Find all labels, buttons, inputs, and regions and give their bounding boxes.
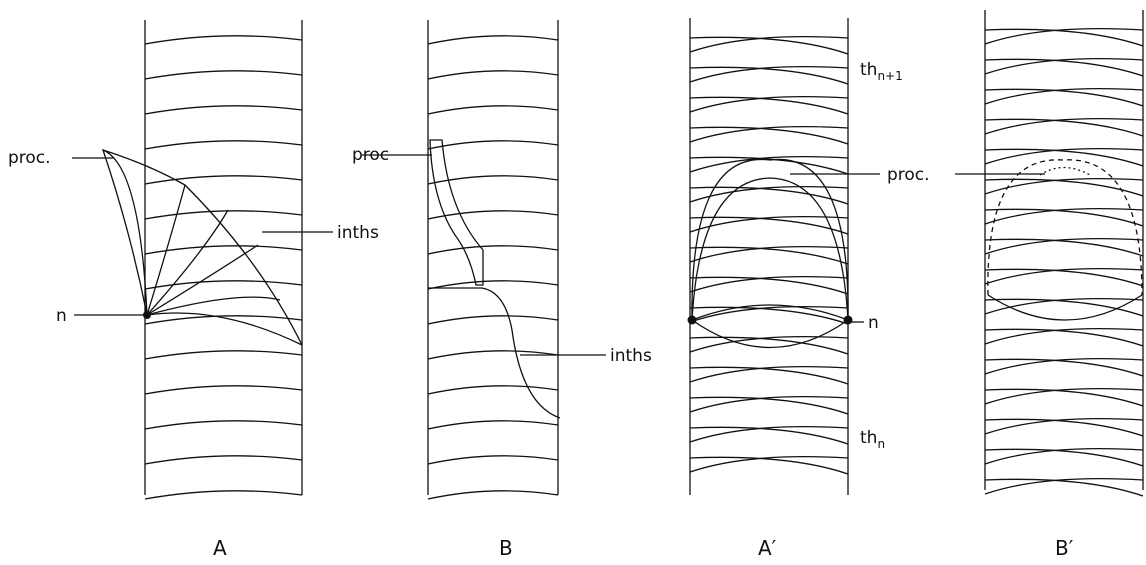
thread-line — [984, 268, 1144, 287]
thread-line — [144, 140, 303, 150]
thread-line — [427, 385, 559, 395]
thread-line — [427, 315, 559, 325]
annotation: n — [56, 306, 67, 326]
node — [843, 315, 853, 325]
thread-line — [689, 276, 849, 295]
thread-line — [984, 148, 1144, 167]
annotation: thn — [860, 428, 885, 451]
thread-line — [689, 66, 849, 85]
thread-line — [984, 358, 1144, 377]
thread-line — [144, 315, 303, 325]
thread-line — [689, 36, 849, 55]
thread-line — [984, 448, 1144, 467]
thread-line — [984, 178, 1144, 197]
thread-line — [984, 298, 1144, 317]
annotation: proc — [352, 145, 389, 165]
node — [687, 315, 697, 325]
panel-label: A′ — [758, 536, 777, 560]
thread-line — [427, 35, 559, 45]
thread-line — [427, 70, 559, 80]
annotation-text: th — [860, 428, 877, 448]
annotation: proc. — [8, 148, 51, 168]
inths-boundary — [691, 304, 849, 321]
thread-line — [984, 418, 1144, 437]
inths-boundary — [691, 319, 849, 349]
thread-line — [427, 420, 559, 430]
thread-line — [689, 246, 849, 265]
thread-line — [689, 396, 849, 415]
proc-region — [101, 148, 148, 316]
thread-line — [984, 28, 1144, 47]
thread-line — [427, 175, 559, 185]
panel-label: B′ — [1055, 536, 1074, 560]
thread-line — [689, 456, 849, 475]
thread-line — [689, 126, 849, 145]
thread-line — [984, 238, 1144, 257]
radial-lines — [146, 184, 303, 346]
thread-line — [427, 140, 559, 150]
thread-line — [427, 455, 559, 465]
thread-line — [427, 210, 559, 220]
thread-line — [689, 366, 849, 385]
thread-line — [144, 420, 303, 430]
annotation-text: th — [860, 60, 877, 80]
thread-line — [984, 208, 1144, 227]
thread-line — [144, 490, 303, 500]
thread-line — [144, 245, 303, 255]
thread-line — [427, 490, 559, 500]
inths-boundary — [987, 294, 1143, 321]
thread-line — [427, 245, 559, 255]
proc-region — [1039, 166, 1091, 176]
thread-line — [427, 105, 559, 115]
thread-line — [689, 426, 849, 445]
thread-line — [984, 388, 1144, 407]
thread-line — [427, 280, 559, 290]
thread-line — [144, 210, 303, 220]
annotation: inths — [610, 346, 652, 366]
thread-line — [144, 175, 303, 185]
annotation: inths — [337, 223, 379, 243]
drawing — [144, 10, 1144, 500]
thread-line — [144, 350, 303, 360]
proc-outline — [987, 159, 1143, 296]
annotation: proc. — [887, 165, 930, 185]
thread-line — [689, 216, 849, 235]
thread-line — [144, 385, 303, 395]
proc-region — [691, 158, 849, 321]
annotation-subscript: n — [877, 437, 885, 451]
thread-line — [427, 350, 559, 360]
panel-label: B — [499, 536, 513, 560]
inths-boundary — [428, 287, 561, 419]
thread-line — [984, 58, 1144, 77]
inths-boundary — [102, 149, 303, 346]
thread-line — [144, 455, 303, 465]
annotation: thn+1 — [860, 60, 903, 83]
thread-line — [689, 186, 849, 205]
thread-line — [144, 280, 303, 290]
thread-line — [984, 118, 1144, 137]
thread-line — [144, 35, 303, 45]
panel-label: A — [213, 536, 227, 560]
annotation: n — [868, 313, 879, 333]
annotation-subscript: n+1 — [877, 69, 902, 83]
thread-line — [984, 328, 1144, 347]
proc-region — [429, 139, 484, 286]
thread-line — [689, 96, 849, 115]
thread-line — [144, 105, 303, 115]
thread-line — [689, 336, 849, 355]
thread-line — [984, 88, 1144, 107]
thread-line — [689, 306, 849, 325]
thread-line — [144, 70, 303, 80]
thread-line — [984, 478, 1144, 497]
